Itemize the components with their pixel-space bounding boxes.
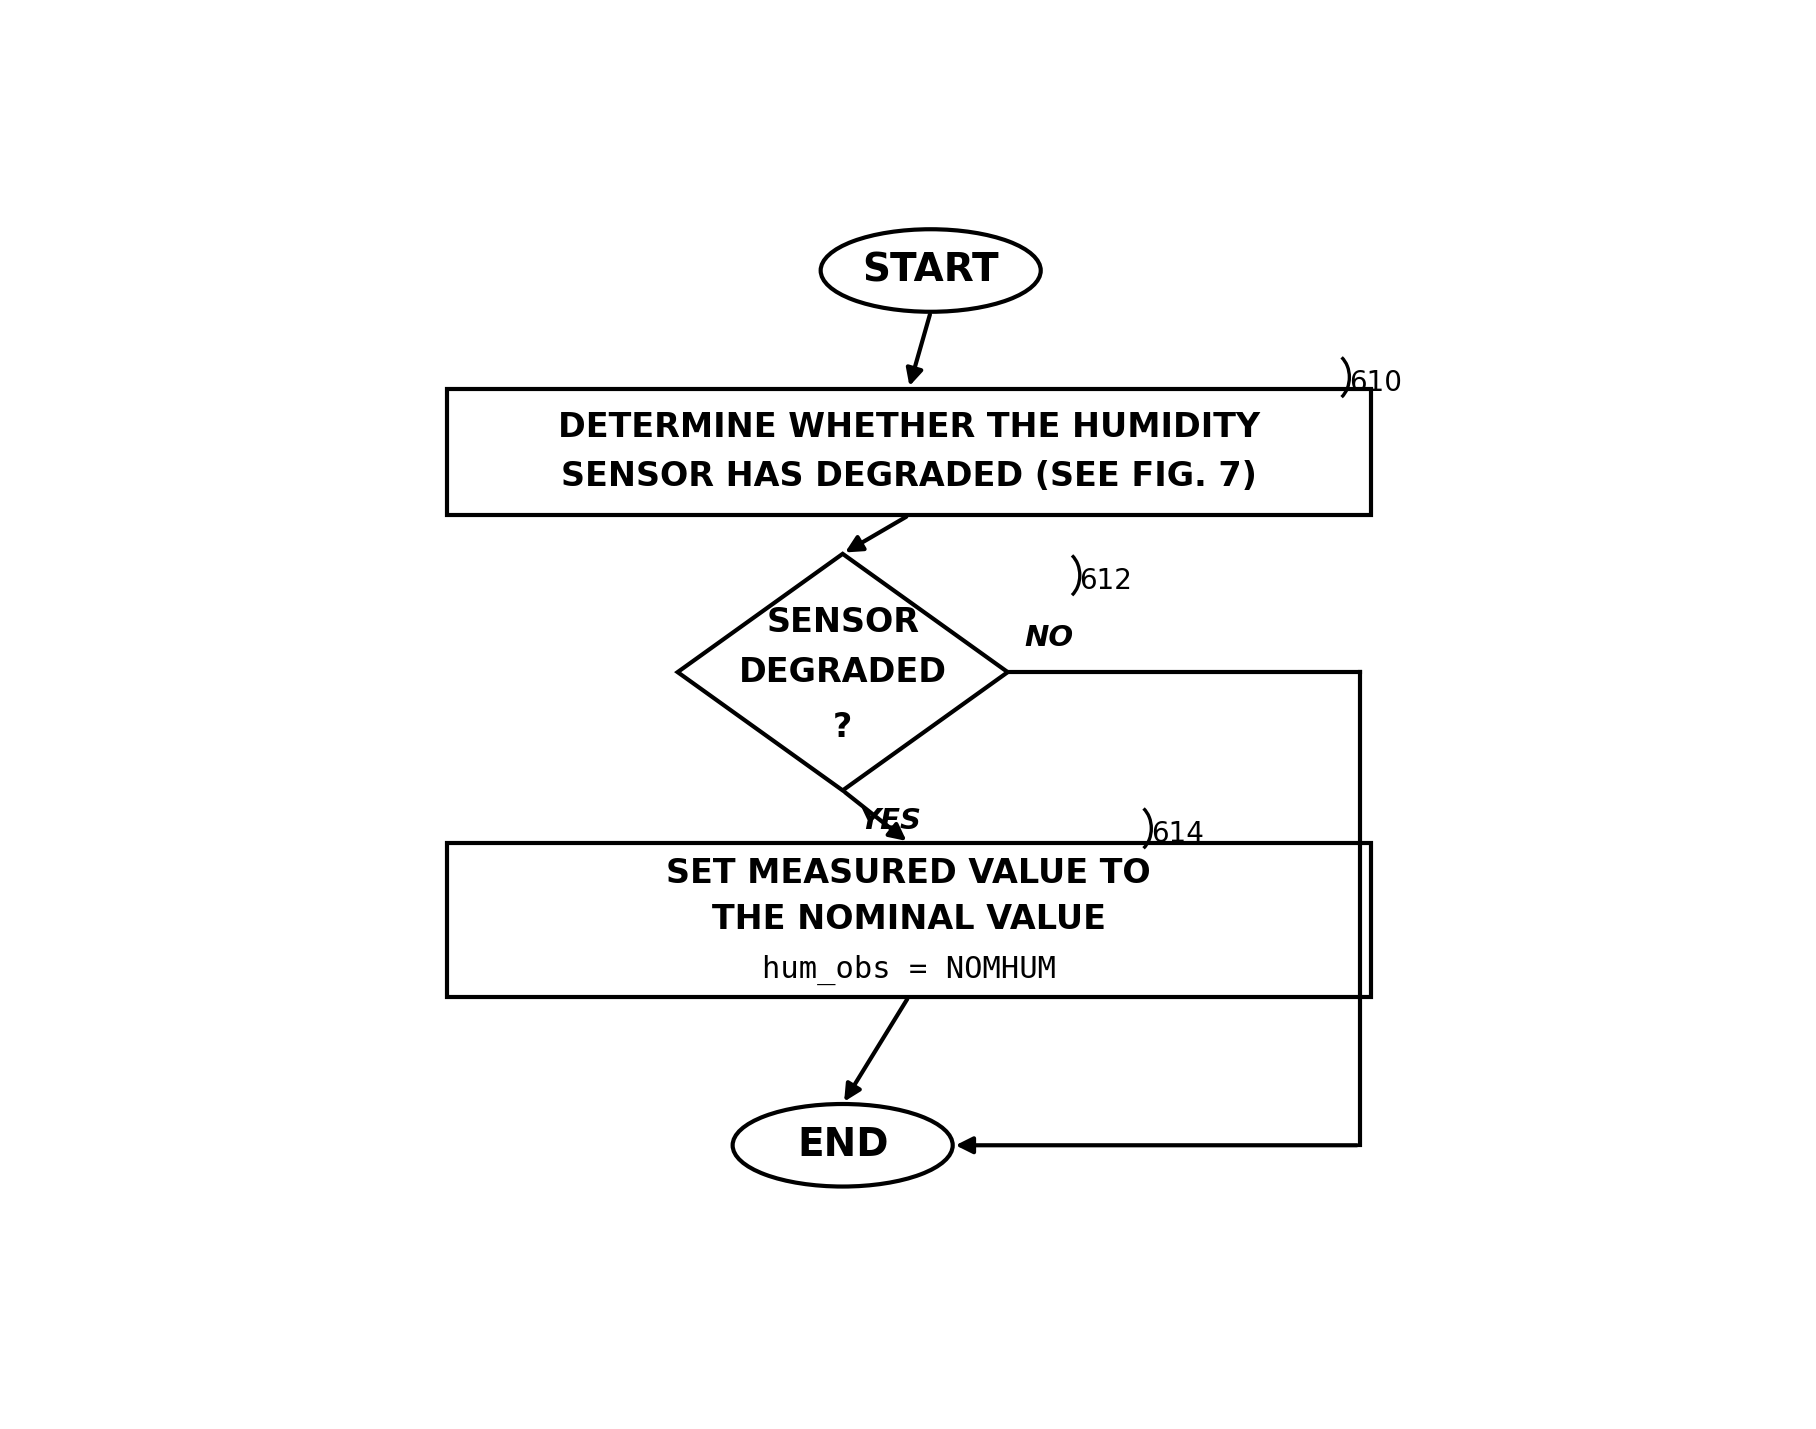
- Bar: [447, 843, 1371, 997]
- Text: 614: 614: [1151, 820, 1204, 847]
- Text: END: END: [797, 1126, 888, 1165]
- Ellipse shape: [732, 1105, 953, 1186]
- Text: 610: 610: [1349, 369, 1402, 397]
- Bar: [447, 389, 1371, 516]
- Text: SENSOR HAS DEGRADED (SEE FIG. 7): SENSOR HAS DEGRADED (SEE FIG. 7): [561, 460, 1257, 493]
- Text: ?: ?: [834, 710, 852, 743]
- Text: THE NOMINAL VALUE: THE NOMINAL VALUE: [712, 903, 1106, 936]
- Text: START: START: [863, 252, 999, 290]
- Text: NO: NO: [1024, 624, 1073, 652]
- Text: 612: 612: [1079, 567, 1131, 594]
- Text: SET MEASURED VALUE TO: SET MEASURED VALUE TO: [666, 857, 1151, 890]
- Ellipse shape: [821, 229, 1041, 312]
- Text: DETERMINE WHETHER THE HUMIDITY: DETERMINE WHETHER THE HUMIDITY: [558, 412, 1260, 444]
- Polygon shape: [677, 554, 1008, 790]
- Text: YES: YES: [859, 807, 921, 835]
- Text: hum_obs = NOMHUM: hum_obs = NOMHUM: [761, 955, 1055, 986]
- Text: DEGRADED: DEGRADED: [739, 656, 946, 689]
- Text: SENSOR: SENSOR: [766, 606, 919, 639]
